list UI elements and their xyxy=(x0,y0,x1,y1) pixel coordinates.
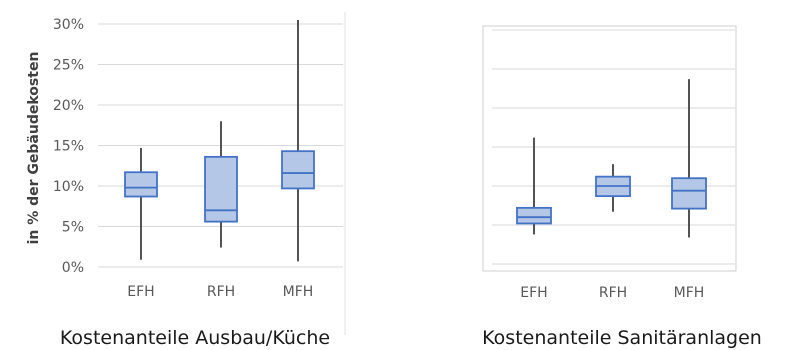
x-category-label: RFH xyxy=(599,285,627,301)
y-tick-label: 30% xyxy=(53,17,84,33)
x-category-label: MFH xyxy=(283,284,314,300)
y-tick-label: 25% xyxy=(53,58,84,74)
x-category-labels: EFH RFH MFH xyxy=(127,284,313,300)
iqr-box xyxy=(204,155,238,223)
box-mfh xyxy=(281,19,315,262)
y-tick-label: 15% xyxy=(53,139,84,155)
chart-caption-ausbau: Kostenanteile Ausbau/Küche xyxy=(60,327,330,349)
box-efh xyxy=(516,137,552,235)
chart-panel-sanitaer: EFH RFH MFH Kostenanteile Sanitäranlagen xyxy=(482,25,762,349)
x-category-label: MFH xyxy=(674,285,705,301)
box-rfh xyxy=(204,121,238,248)
y-axis-label: in % der Gebäudekosten xyxy=(26,52,42,245)
iqr-box xyxy=(124,171,158,198)
box-efh xyxy=(124,147,158,260)
y-tick-label: 10% xyxy=(53,179,84,195)
box-plot-series xyxy=(124,19,315,262)
y-tick-labels: 0% 5% 10% 15% 20% 25% 30% xyxy=(53,17,84,276)
y-tick-label: 20% xyxy=(53,98,84,114)
iqr-box xyxy=(516,206,552,225)
box-plot-series xyxy=(516,79,707,238)
y-tick-label: 0% xyxy=(62,260,84,276)
x-category-label: EFH xyxy=(127,284,154,300)
iqr-box xyxy=(281,150,315,190)
panel-frame xyxy=(482,25,737,272)
x-category-label: RFH xyxy=(207,284,235,300)
chart-caption-sanitaer: Kostenanteile Sanitäranlagen xyxy=(482,327,762,349)
chart-panel-ausbau: 0% 5% 10% 15% 20% 25% 30% EFH RFH MFH in % der G… xyxy=(26,12,346,349)
x-category-labels: EFH RFH MFH xyxy=(520,285,704,301)
y-tick-label: 5% xyxy=(62,220,84,236)
box-mfh xyxy=(671,79,707,238)
iqr-box xyxy=(671,177,707,210)
x-category-label: EFH xyxy=(520,285,547,301)
box-rfh xyxy=(595,164,631,212)
